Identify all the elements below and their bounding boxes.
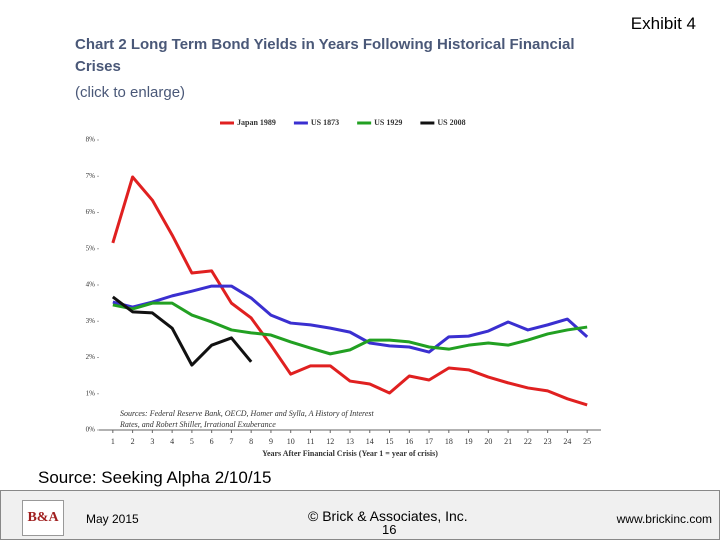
x-tick-label: 19 — [465, 437, 473, 446]
legend-label: US 1873 — [311, 118, 339, 127]
x-tick-label: 12 — [326, 437, 334, 446]
x-tick-label: 9 — [269, 437, 273, 446]
series-line — [112, 301, 588, 356]
x-tick-label: 10 — [287, 437, 295, 446]
chart-title: Chart 2 Long Term Bond Yields in Years F… — [75, 36, 575, 75]
y-tick-label: 0% — [86, 426, 96, 434]
x-tick-label: 14 — [366, 437, 374, 446]
exhibit-label: Exhibit 4 — [630, 14, 696, 33]
series-line — [112, 284, 589, 354]
x-tick-label: 16 — [405, 437, 413, 446]
source: Source: Seeking Alpha 2/10/15 — [38, 468, 272, 487]
series-line — [111, 295, 253, 367]
y-tick-label: 4% — [86, 281, 96, 289]
x-tick-label: 6 — [210, 437, 214, 446]
y-tick-label: 1% — [86, 389, 96, 397]
x-tick-label: 23 — [544, 437, 552, 446]
y-tick-label: 8% — [86, 136, 96, 144]
y-tick-label: 7% — [86, 172, 96, 180]
x-axis-label: Years After Financial Crisis (Year 1 = y… — [262, 449, 438, 458]
legend-label: US 1929 — [374, 118, 402, 127]
x-tick-label: 21 — [504, 437, 512, 446]
date: May 2015 — [86, 512, 139, 526]
x-tick-label: 15 — [386, 437, 394, 446]
x-tick-label: 20 — [484, 437, 492, 446]
x-tick-label: 11 — [307, 437, 315, 446]
x-tick-label: 4 — [170, 437, 174, 446]
x-tick-label: 17 — [425, 437, 433, 446]
logo: B&A — [22, 500, 64, 536]
x-tick-label: 3 — [150, 437, 154, 446]
page-number: 16 — [382, 522, 397, 537]
x-tick-label: 25 — [583, 437, 591, 446]
legend-label: Japan 1989 — [237, 118, 276, 127]
x-tick-label: 18 — [445, 437, 453, 446]
y-tick-label: 2% — [86, 353, 96, 361]
x-tick-label: 7 — [229, 437, 233, 446]
x-tick-label: 13 — [346, 437, 354, 446]
x-tick-label: 5 — [190, 437, 194, 446]
y-tick-label: 6% — [86, 208, 96, 216]
chart-subtitle[interactable]: (click to enlarge) — [75, 84, 186, 101]
x-tick-label: 1 — [111, 437, 115, 446]
x-tick-label: 2 — [131, 437, 135, 446]
website: www.brickinc.com — [616, 512, 712, 526]
series-line — [111, 175, 588, 407]
x-tick-label: 8 — [249, 437, 253, 446]
chart-note: Sources: Federal Reserve Bank, OECD, Hom… — [120, 409, 374, 429]
x-tick-label: 24 — [563, 437, 571, 446]
copyright: © Brick & Associates, Inc. — [308, 508, 468, 524]
x-tick-label: 22 — [524, 437, 532, 446]
y-tick-label: 5% — [86, 244, 96, 252]
y-tick-label: 3% — [86, 317, 96, 325]
legend-label: US 2008 — [437, 118, 465, 127]
